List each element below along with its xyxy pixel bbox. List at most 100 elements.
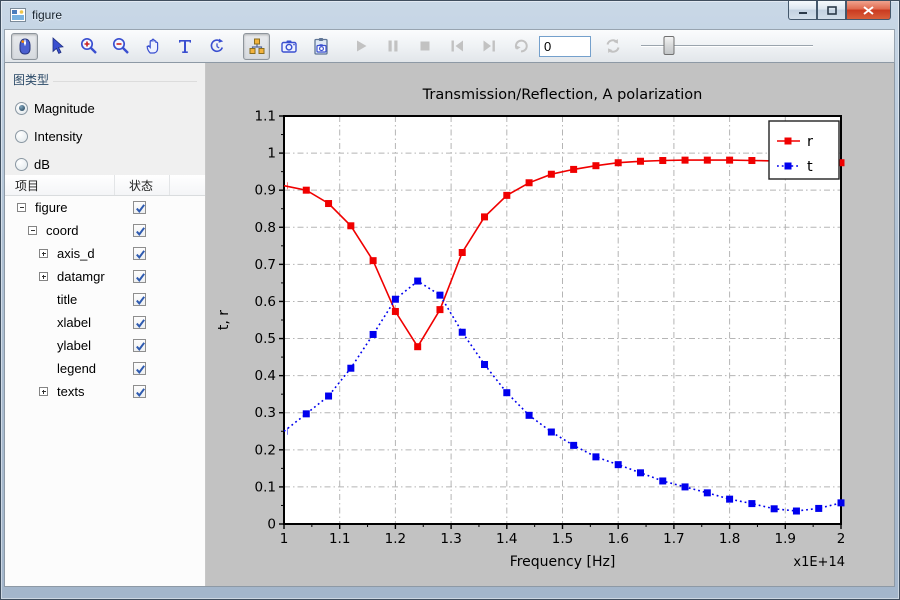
- expand-icon[interactable]: [39, 249, 48, 258]
- legend-label-t: t: [807, 159, 813, 175]
- pause-icon: [388, 40, 397, 52]
- tree-item-axis_d[interactable]: axis_d: [5, 242, 205, 265]
- tree-item-label[interactable]: datamgr: [57, 269, 105, 284]
- redo-button[interactable]: [507, 33, 534, 60]
- mouse-icon: [19, 38, 30, 55]
- tree-item-figure[interactable]: figure: [5, 196, 205, 219]
- maximize-icon: [826, 5, 837, 15]
- pan-hand-button[interactable]: [139, 33, 166, 60]
- select-cursor-button[interactable]: [43, 33, 70, 60]
- frame-number-input[interactable]: [539, 35, 591, 57]
- x-tick-label: 2: [837, 531, 846, 547]
- zoom-out-icon: [112, 37, 129, 54]
- zoom-in-icon: [80, 37, 97, 54]
- rotate-icon: [210, 38, 223, 53]
- clipboard-capture-button[interactable]: [307, 33, 334, 60]
- y-tick-label: 0.5: [255, 331, 276, 347]
- mouse-mode-button[interactable]: [11, 32, 38, 60]
- maximize-button[interactable]: [817, 1, 846, 20]
- x-axis-label: Frequency [Hz]: [510, 554, 616, 570]
- visibility-checkbox[interactable]: [133, 293, 146, 306]
- close-icon: [863, 5, 874, 15]
- skip-to-end-button[interactable]: [475, 33, 502, 60]
- visibility-checkbox[interactable]: [133, 316, 146, 329]
- rotate-button[interactable]: [203, 33, 230, 60]
- radio-button[interactable]: [15, 101, 28, 115]
- tree-item-label[interactable]: figure: [35, 200, 68, 215]
- visibility-checkbox[interactable]: [133, 247, 146, 260]
- visibility-checkbox[interactable]: [133, 339, 146, 352]
- plot-title: Transmission/Reflection, A polarization: [422, 87, 703, 103]
- zoom-out-button[interactable]: [107, 33, 134, 60]
- tree-column-state[interactable]: 状态: [115, 175, 170, 195]
- text-tool-icon: [178, 40, 191, 53]
- tree-item-label[interactable]: texts: [57, 384, 85, 399]
- x-tick-label: 1.4: [496, 531, 517, 547]
- play-button[interactable]: [347, 33, 374, 60]
- x-tick-label: 1: [280, 531, 289, 547]
- tree-view-icon: [249, 38, 264, 54]
- tree-item-title[interactable]: title: [5, 288, 205, 311]
- titlebar[interactable]: figure: [1, 1, 899, 29]
- tree-item-label[interactable]: ylabel: [57, 338, 91, 353]
- app-icon: [10, 8, 26, 22]
- x-tick-label: 1.5: [552, 531, 573, 547]
- plot-type-option-magnitude[interactable]: Magnitude: [15, 100, 197, 116]
- visibility-checkbox[interactable]: [133, 224, 146, 237]
- minimize-button[interactable]: [788, 1, 817, 20]
- plot-type-groupbox: 图类型 Magnitude Intensity dB: [5, 63, 205, 175]
- tree-item-coord[interactable]: coord: [5, 219, 205, 242]
- plot-type-group-label: 图类型: [13, 73, 50, 87]
- x-tick-label: 1.6: [607, 531, 628, 547]
- visibility-checkbox[interactable]: [133, 362, 146, 375]
- stop-button[interactable]: [411, 33, 438, 60]
- collapse-icon[interactable]: [28, 226, 37, 235]
- visibility-checkbox[interactable]: [133, 270, 146, 283]
- y-tick-label: 0.9: [255, 183, 276, 199]
- radio-label: Intensity: [34, 128, 83, 144]
- x-tick-label: 1.3: [440, 531, 461, 547]
- camera-icon: [280, 40, 297, 53]
- plot-type-option-db[interactable]: dB: [15, 156, 197, 172]
- slider-track[interactable]: [641, 45, 813, 47]
- expand-icon[interactable]: [39, 387, 48, 396]
- visibility-checkbox[interactable]: [133, 385, 146, 398]
- plot-legend[interactable]: rt: [768, 120, 840, 180]
- object-tree-button[interactable]: [243, 32, 270, 60]
- skip-to-start-button[interactable]: [443, 33, 470, 60]
- collapse-icon[interactable]: [17, 203, 26, 212]
- tree-item-ylabel[interactable]: ylabel: [5, 334, 205, 357]
- tree-item-datamgr[interactable]: datamgr: [5, 265, 205, 288]
- add-text-button[interactable]: [171, 33, 198, 60]
- tree-item-label[interactable]: coord: [46, 223, 79, 238]
- close-button[interactable]: [846, 1, 891, 20]
- figure-canvas[interactable]: 1 1.1 1.2 1.3 1.4 1.5 1.6 1.7 1.8 1.9 2 0 0.1 0.2 0.3 0…: [206, 63, 894, 586]
- y-tick-label: 0.2: [255, 442, 276, 458]
- slider-thumb[interactable]: [663, 36, 675, 55]
- tree-item-xlabel[interactable]: xlabel: [5, 311, 205, 334]
- tree-item-legend[interactable]: legend: [5, 357, 205, 380]
- tree-item-label[interactable]: xlabel: [57, 315, 91, 330]
- plot-type-option-intensity[interactable]: Intensity: [15, 128, 197, 144]
- clipboard-camera-icon: [313, 38, 328, 55]
- timeline-slider[interactable]: [641, 35, 813, 57]
- zoom-in-button[interactable]: [75, 33, 102, 60]
- radio-button[interactable]: [15, 157, 28, 171]
- tree-item-texts[interactable]: texts: [5, 380, 205, 403]
- tree-item-label[interactable]: axis_d: [57, 246, 95, 261]
- refresh-button[interactable]: [599, 33, 626, 60]
- toolbar: [4, 29, 895, 63]
- expand-icon[interactable]: [39, 272, 48, 281]
- radio-button[interactable]: [15, 129, 28, 143]
- minimize-icon: [798, 11, 807, 14]
- snapshot-button[interactable]: [275, 33, 302, 60]
- y-tick-label: 0.3: [255, 405, 276, 421]
- visibility-checkbox[interactable]: [133, 201, 146, 214]
- tree-item-label[interactable]: title: [57, 292, 78, 307]
- pause-button[interactable]: [379, 33, 406, 60]
- tree-column-items[interactable]: 项目: [5, 175, 115, 195]
- tree-item-label[interactable]: legend: [57, 361, 97, 376]
- window-title: figure: [32, 8, 63, 22]
- x-tick-label: 1.8: [719, 531, 740, 547]
